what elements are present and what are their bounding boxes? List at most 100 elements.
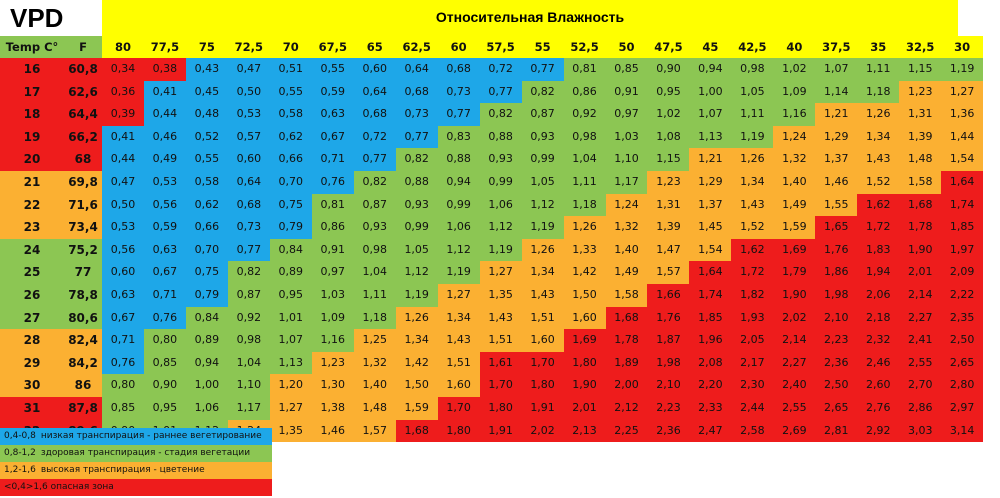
vpd-cell: 1,27 (941, 80, 984, 104)
vpd-cell: 0,41 (143, 80, 186, 104)
vpd-cell: 0,75 (269, 193, 312, 217)
vpd-cell: 0,57 (227, 125, 270, 149)
vpd-cell: 0,55 (185, 148, 228, 171)
vpd-cell: 1,66 (647, 284, 690, 307)
vpd-cell: 0,52 (185, 125, 228, 149)
vpd-cell: 1,11 (731, 103, 774, 126)
vpd-cell: 1,11 (857, 58, 900, 81)
vpd-cell: 1,80 (563, 351, 606, 375)
vpd-cell: 1,05 (521, 171, 564, 194)
vpd-cell: 0,95 (647, 80, 690, 104)
vpd-cell: 1,37 (815, 148, 858, 171)
vpd-cell: 1,57 (353, 419, 396, 443)
vpd-cell: 1,40 (353, 374, 396, 397)
temp-f-label: 62,6 (64, 80, 102, 104)
vpd-cell: 0,43 (185, 58, 228, 81)
vpd-cell: 1,61 (479, 351, 522, 375)
vpd-cell: 1,04 (353, 261, 396, 284)
vpd-cell: 1,46 (311, 419, 354, 443)
vpd-cell: 1,05 (395, 238, 438, 262)
vpd-cell: 1,64 (689, 261, 732, 284)
vpd-cell: 0,93 (353, 216, 396, 239)
vpd-cell: 1,45 (689, 216, 732, 239)
vpd-cell: 0,79 (269, 216, 312, 239)
vpd-cell: 2,14 (899, 284, 942, 307)
legend: 0,4-0,8 низкая транспирация - раннее вег… (0, 428, 272, 496)
vpd-cell: 0,59 (143, 216, 186, 239)
vpd-cell: 2,65 (815, 397, 858, 420)
vpd-cell: 0,63 (102, 284, 144, 307)
vpd-cell: 2,36 (815, 351, 858, 375)
vpd-cell: 1,68 (605, 306, 648, 330)
vpd-cell: 0,38 (143, 58, 186, 81)
temp-f-label: 69,8 (64, 171, 102, 194)
temp-c-label: 29 (0, 351, 64, 375)
vpd-cell: 0,95 (269, 284, 312, 307)
vpd-cell: 1,90 (563, 374, 606, 397)
vpd-cell: 1,14 (815, 80, 858, 104)
vpd-cell: 0,97 (605, 103, 648, 126)
vpd-cell: 0,66 (269, 148, 312, 171)
vpd-cell: 2,20 (689, 374, 732, 397)
vpd-cell: 1,68 (395, 419, 438, 443)
temp-f-label: 86 (64, 374, 102, 397)
humidity-tick-label: 65 (353, 36, 396, 58)
vpd-cell: 1,24 (605, 193, 648, 217)
vpd-cell: 1,79 (773, 261, 816, 284)
humidity-tick-label: 60 (437, 36, 480, 58)
vpd-cell: 2,30 (731, 374, 774, 397)
vpd-cell: 1,98 (815, 284, 858, 307)
temp-c-label: 25 (0, 261, 64, 284)
vpd-cell: 1,50 (563, 284, 606, 307)
vpd-cell: 1,80 (521, 374, 564, 397)
vpd-cell: 0,55 (311, 58, 354, 81)
vpd-cell: 1,91 (479, 419, 522, 443)
vpd-cell: 0,59 (311, 80, 354, 104)
vpd-cell: 1,31 (647, 193, 690, 217)
humidity-tick-label: 62,5 (395, 36, 438, 58)
vpd-cell: 1,43 (857, 148, 900, 171)
vpd-cell: 0,44 (102, 148, 144, 171)
legend-range: 0,4-0,8 (4, 431, 36, 441)
vpd-cell: 1,40 (605, 238, 648, 262)
vpd-cell: 1,06 (437, 216, 480, 239)
temp-c-label: 17 (0, 80, 64, 104)
vpd-cell: 0,98 (563, 125, 606, 149)
vpd-cell: 0,94 (689, 58, 732, 81)
legend-item-blue: 0,4-0,8 низкая транспирация - раннее вег… (0, 428, 272, 445)
vpd-cell: 1,10 (605, 148, 648, 171)
vpd-cell: 0,73 (395, 103, 438, 126)
legend-text: высокая транспирация - цветение (40, 465, 205, 475)
vpd-cell: 1,68 (899, 193, 942, 217)
vpd-cell: 1,70 (521, 351, 564, 375)
vpd-cell: 2,65 (941, 351, 984, 375)
vpd-cell: 1,29 (815, 125, 858, 149)
vpd-cell: 0,77 (521, 58, 564, 81)
humidity-tick-label: 55 (521, 36, 564, 58)
vpd-cell: 0,60 (102, 261, 144, 284)
vpd-cell: 0,58 (269, 103, 312, 126)
temp-c-label: 23 (0, 216, 64, 239)
vpd-cell: 1,42 (395, 351, 438, 375)
temp-c-label: 28 (0, 329, 64, 352)
vpd-cell: 1,80 (479, 397, 522, 420)
vpd-cell: 0,81 (563, 58, 606, 81)
vpd-cell: 1,82 (731, 284, 774, 307)
vpd-cell: 2,23 (647, 397, 690, 420)
vpd-cell: 0,68 (395, 80, 438, 104)
humidity-tick-label: 80 (102, 36, 144, 58)
vpd-cell: 2,27 (773, 351, 816, 375)
legend-item-green: 0,8-1,2 здоровая транспирация - стадия в… (0, 445, 272, 462)
vpd-cell: 2,18 (857, 306, 900, 330)
vpd-cell: 1,59 (395, 397, 438, 420)
vpd-cell: 0,47 (227, 58, 270, 81)
vpd-cell: 1,87 (647, 329, 690, 352)
vpd-cell: 1,52 (731, 216, 774, 239)
vpd-cell: 1,90 (899, 238, 942, 262)
vpd-cell: 0,67 (311, 125, 354, 149)
vpd-cell: 1,07 (689, 103, 732, 126)
vpd-cell: 2,10 (815, 306, 858, 330)
vpd-cell: 0,98 (353, 238, 396, 262)
vpd-cell: 1,47 (647, 238, 690, 262)
vpd-cell: 1,93 (731, 306, 774, 330)
